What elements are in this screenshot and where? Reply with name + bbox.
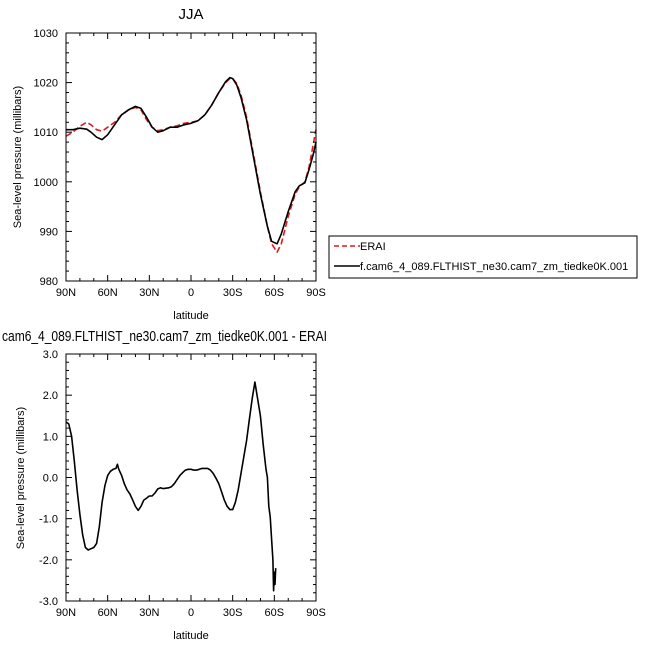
x-tick-label: 0: [188, 607, 194, 619]
x-tick-label: 30S: [223, 287, 243, 299]
y-tick-label: 1.0: [43, 431, 58, 443]
axis-ticks: 90N 60N 30N 0 30S 60S 90S 980 990 1000 1010 1020 103…: [34, 28, 326, 299]
y-tick-label: 980: [40, 276, 58, 288]
series-layer: [65, 381, 277, 592]
difference-panel: cam6_4_089.FLTHIST_ne30.cam7_zm_tiedke0K…: [2, 329, 327, 642]
x-tick-label: 30N: [139, 287, 159, 299]
model-series-line-0: [66, 76, 317, 245]
x-tick-label: 90S: [306, 287, 326, 299]
x-tick-label: 90N: [56, 607, 76, 619]
y-axis-label: Sea-level pressure (millibars): [12, 86, 24, 228]
x-tick-label: 90N: [56, 287, 76, 299]
x-tick-label: 30N: [139, 607, 159, 619]
y-tick-label: -2.0: [39, 555, 58, 567]
plot-frame: [65, 32, 317, 282]
y-tick-label: 2.0: [43, 390, 58, 402]
x-tick-label: 60S: [265, 287, 285, 299]
y-axis-label: Sea-level pressure (millibars): [15, 407, 27, 549]
y-tick-label: 1030: [34, 28, 58, 40]
x-axis-label: latitude: [173, 630, 208, 642]
x-tick-label: 90S: [306, 607, 326, 619]
y-tick-label: 990: [40, 226, 58, 238]
legend: ERAI f.cam6_4_089.FLTHIST_ne30.cam7_zm_t…: [328, 235, 638, 279]
y-tick-label: 1000: [34, 177, 58, 189]
x-tick-label: 0: [188, 287, 194, 299]
x-tick-label: 30S: [223, 607, 243, 619]
x-axis-label: latitude: [173, 310, 208, 322]
legend-label-cam: f.cam6_4_089.FLTHIST_ne30.cam7_zm_tiedke…: [360, 261, 628, 273]
axis-ticks: 90N 60N 30N 0 30S 60S 90S -3.0 -2.0 -1.0 0.0 1.0 2.0…: [39, 349, 326, 619]
panel-title: cam6_4_089.FLTHIST_ne30.cam7_zm_tiedke0K…: [2, 329, 327, 345]
panel-title: JJA: [178, 6, 203, 23]
x-tick-label: 60N: [98, 287, 118, 299]
y-tick-label: -3.0: [39, 596, 58, 608]
y-tick-label: 1010: [34, 127, 58, 139]
y-tick-label: 3.0: [43, 349, 58, 361]
y-tick-label: -1.0: [39, 514, 58, 526]
y-tick-label: 1020: [34, 78, 58, 90]
x-tick-label: 60N: [98, 607, 118, 619]
legend-label-erai: ERAI: [360, 241, 386, 253]
model-series-line-1: [65, 381, 277, 592]
erai-series-line-0: [65, 77, 317, 253]
x-tick-label: 60S: [265, 607, 285, 619]
sea-level-pressure-panel: JJA 90N 60N 30N 0 30S 60S 90S 980 990 1000 1010 102…: [12, 6, 326, 322]
plot-frame: [65, 353, 317, 602]
legend-box: [328, 235, 638, 279]
y-tick-label: 0.0: [43, 473, 58, 485]
series-layer: [65, 76, 317, 253]
